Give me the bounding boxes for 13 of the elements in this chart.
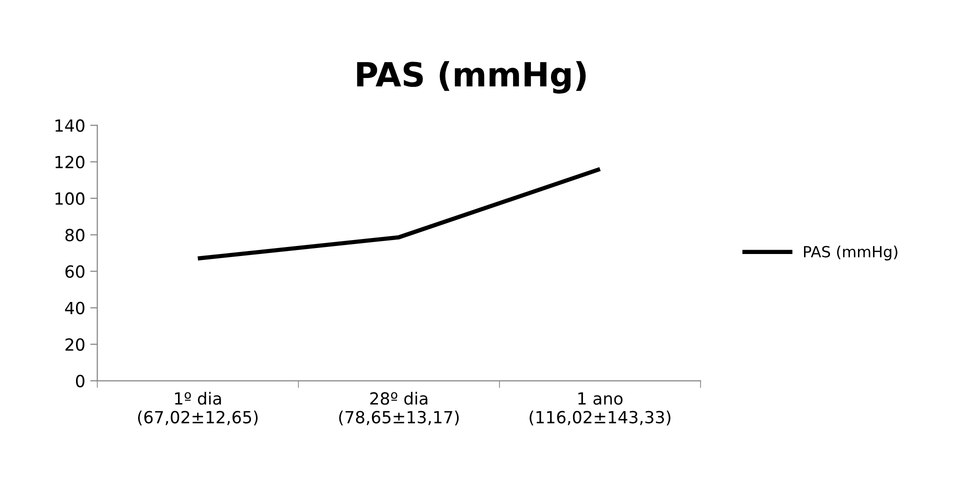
- y-tick-label: 40: [65, 302, 84, 314]
- x-tick-label: 28º dia (78,65±13,17): [339, 392, 459, 426]
- y-tick-label: 0: [76, 374, 84, 388]
- y-tick-label: 100: [56, 192, 84, 205]
- y-tick-label: 60: [65, 265, 84, 278]
- y-tick-label: 120: [56, 156, 84, 168]
- legend-label: PAS (mmHg): [804, 246, 898, 260]
- y-tick-label: 80: [65, 228, 84, 242]
- y-tick-label: 20: [66, 338, 84, 351]
- x-tick-label: 1º dia (67,02±12,65): [138, 392, 258, 426]
- x-tick-label: 1 ano (116,02±143,33): [530, 392, 670, 426]
- chart-title: PAS (mmHg): [357, 61, 586, 94]
- y-tick-label: 140: [56, 119, 84, 132]
